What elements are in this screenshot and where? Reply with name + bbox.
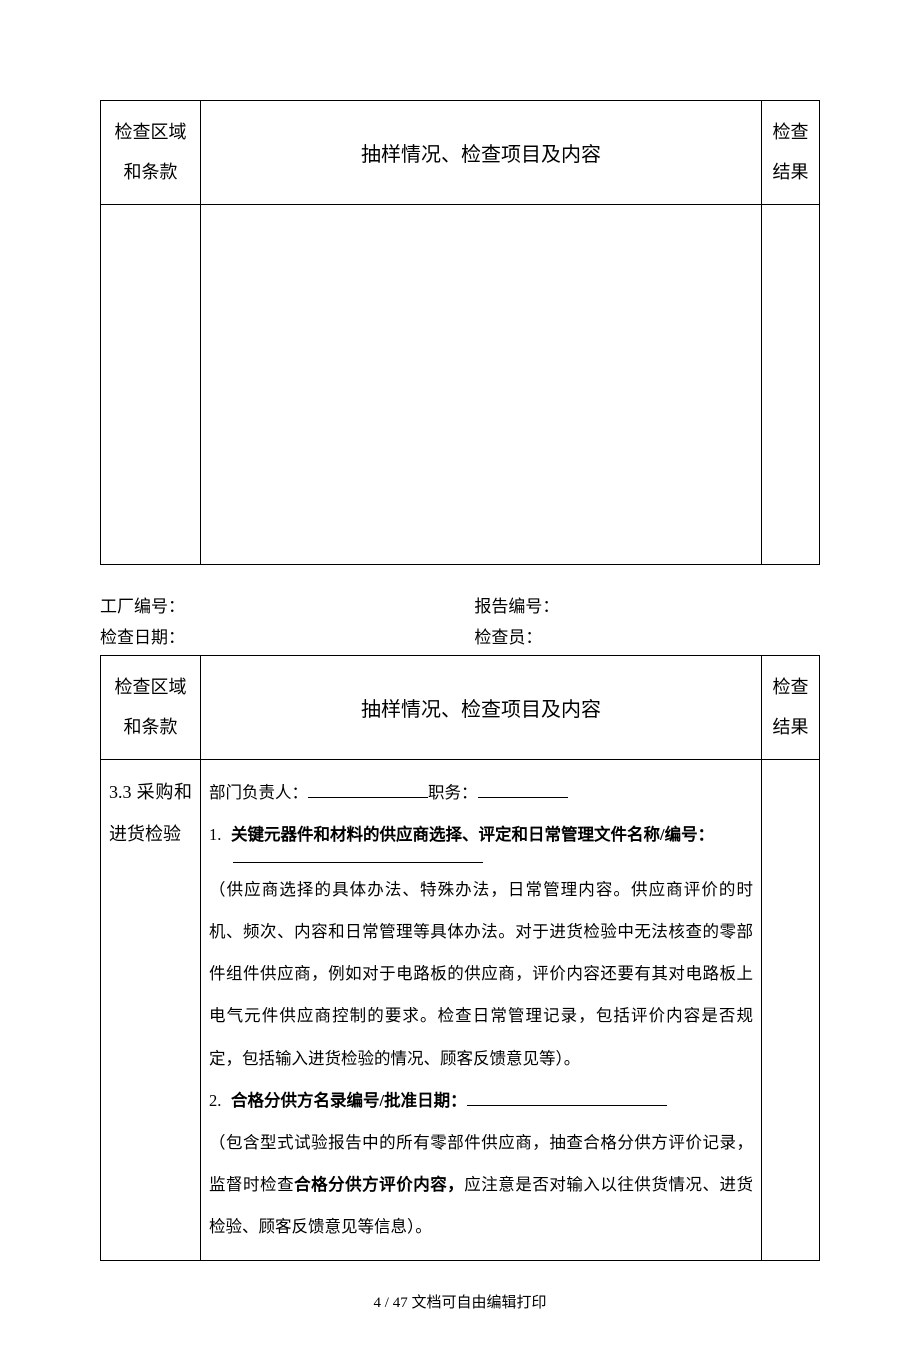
dept-head-blank: [308, 783, 428, 798]
item1-number: 1.: [209, 814, 231, 856]
inspection-table-1: 检查区域和条款 抽样情况、检查项目及内容 检查结果: [100, 100, 820, 565]
table2-header-result: 检查结果: [762, 655, 820, 759]
table1-header-result: 检查结果: [762, 101, 820, 205]
table1-empty-area: [101, 205, 201, 565]
position-blank: [478, 783, 568, 798]
page-current: 4: [374, 1295, 382, 1311]
table2-header-row: 检查区域和条款 抽样情况、检查项目及内容 检查结果: [101, 655, 820, 759]
table2-body-row: 3.3 采购和进货检验 部门负责人： 职务： 1.关键元器件和材料的供应商选择、评…: [101, 760, 820, 1261]
item-2-title-line: 2.合格分供方名录编号/批准日期：: [209, 1080, 753, 1122]
item2-title: 合格分供方名录编号/批准日期：: [231, 1091, 467, 1110]
table2-header-area: 检查区域和条款: [101, 655, 201, 759]
table2-body-area: 3.3 采购和进货检验: [101, 760, 201, 1261]
item2-bold: 合格分供方评价内容，: [294, 1175, 464, 1194]
dept-head-label: 部门负责人：: [209, 783, 308, 802]
item1-title: 关键元器件和材料的供应商选择、评定和日常管理文件名称/编号：: [231, 825, 714, 844]
table1-empty-result: [762, 205, 820, 565]
table1-header-row: 检查区域和条款 抽样情况、检查项目及内容 检查结果: [101, 101, 820, 205]
table2-header-content: 抽样情况、检查项目及内容: [201, 655, 762, 759]
footer-note: 文档可自由编辑打印: [408, 1295, 547, 1311]
table1-empty-content: [201, 205, 762, 565]
item-1-title-line: 1.关键元器件和材料的供应商选择、评定和日常管理文件名称/编号：: [209, 814, 753, 856]
dept-head-line: 部门负责人： 职务：: [209, 772, 753, 814]
inspection-table-2: 检查区域和条款 抽样情况、检查项目及内容 检查结果 3.3 采购和进货检验 部门…: [100, 655, 820, 1261]
meta-row-2: 检查日期： 检查员：: [100, 624, 820, 653]
report-number-label: 报告编号：: [474, 593, 820, 622]
item2-paragraph: （包含型式试验报告中的所有零部件供应商，抽查合格分供方评价记录，监督时检查合格分…: [209, 1122, 753, 1248]
item2-blank: [467, 1091, 667, 1106]
item2-number: 2.: [209, 1080, 231, 1122]
table1-header-content: 抽样情况、检查项目及内容: [201, 101, 762, 205]
table1-header-area: 检查区域和条款: [101, 101, 201, 205]
table2-body-content: 部门负责人： 职务： 1.关键元器件和材料的供应商选择、评定和日常管理文件名称/编…: [201, 760, 762, 1261]
page-sep: /: [381, 1295, 393, 1311]
factory-number-label: 工厂编号：: [100, 593, 474, 622]
item1-paragraph: （供应商选择的具体办法、特殊办法，日常管理内容。供应商评价的时机、频次、内容和日…: [209, 869, 753, 1079]
inspection-date-label: 检查日期：: [100, 624, 474, 653]
table1-empty-row: [101, 205, 820, 565]
position-label: 职务：: [428, 783, 478, 802]
table2-body-result: [762, 760, 820, 1261]
meta-row-1: 工厂编号： 报告编号：: [100, 593, 820, 622]
page-footer: 4 / 47 文档可自由编辑打印: [100, 1291, 820, 1312]
item1-blank-line: [233, 862, 483, 863]
inspector-label: 检查员：: [474, 624, 820, 653]
page-total: 47: [393, 1295, 408, 1311]
